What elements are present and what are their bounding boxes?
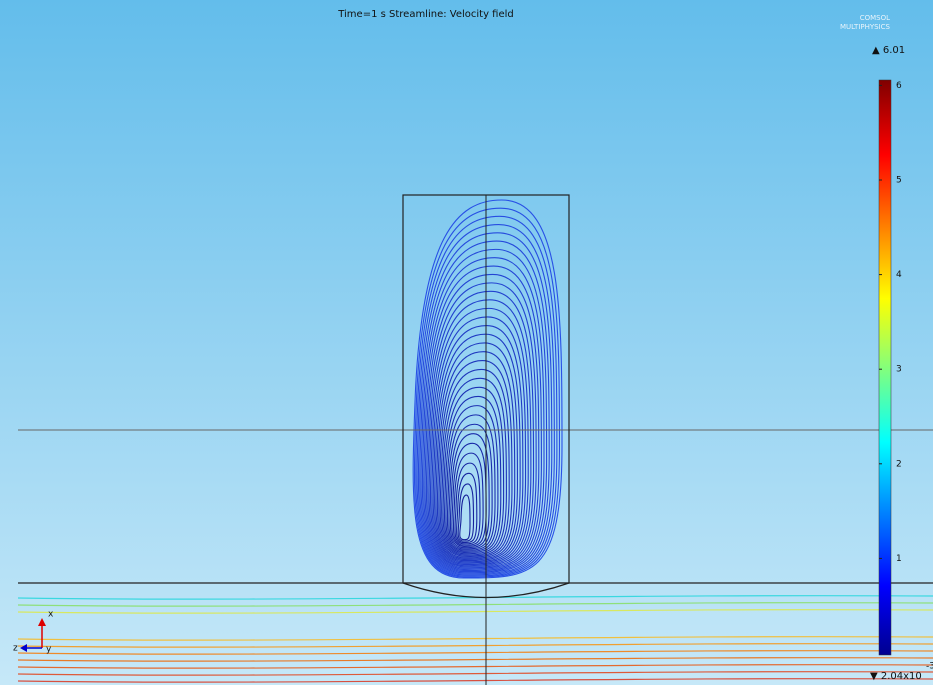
background bbox=[0, 0, 933, 685]
triad-z-label: z bbox=[13, 644, 18, 654]
colorbar-max: ▲ 6.01 bbox=[872, 45, 905, 56]
colorbar-tick-label: 4 bbox=[896, 270, 902, 280]
triad-y-label: y bbox=[46, 645, 52, 655]
colorbar-tick-label: 5 bbox=[896, 176, 902, 186]
logo-text: MULTIPHYSICS bbox=[840, 23, 891, 31]
colorbar-min: ▼ 2.04x10 bbox=[870, 671, 922, 682]
colorbar-tick-label: 3 bbox=[896, 365, 902, 375]
colorbar-tick-label: 2 bbox=[896, 459, 902, 469]
plot-title: Time=1 s Streamline: Velocity field bbox=[337, 9, 514, 20]
colorbar-tick-label: 6 bbox=[896, 81, 902, 91]
colorbar-min-exponent: -3 bbox=[926, 662, 933, 672]
graphics-window: Time=1 s Streamline: Velocity field COMS… bbox=[0, 0, 933, 685]
logo-text: COMSOL bbox=[860, 14, 890, 22]
colorbar bbox=[879, 80, 891, 655]
triad-x-label: x bbox=[48, 610, 54, 620]
colorbar-tick-label: 1 bbox=[896, 554, 902, 564]
